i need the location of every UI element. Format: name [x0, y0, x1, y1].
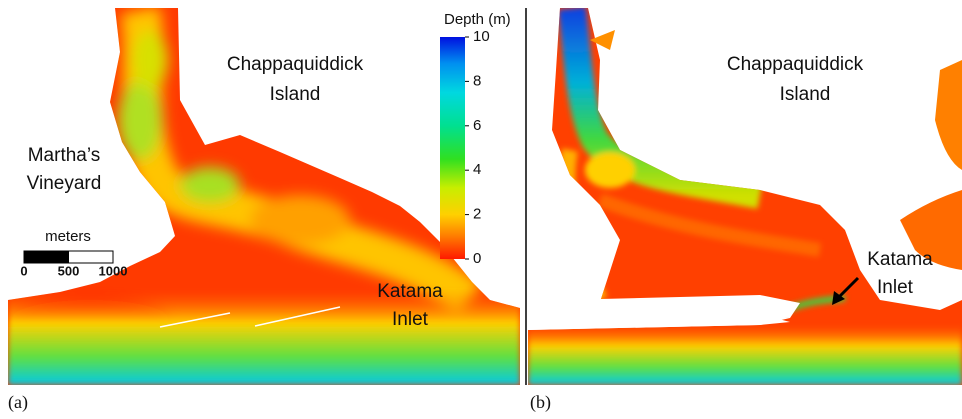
- shore: [560, 295, 800, 318]
- colorbar-tick-label: 10: [473, 28, 490, 45]
- colorbar-tick-label: 2: [473, 206, 481, 223]
- colorbar-tick-label: 4: [473, 161, 481, 178]
- colorbar-tick-label: 6: [473, 117, 481, 134]
- colorbar: [440, 37, 465, 259]
- colorbar-tick-label: 0: [473, 250, 481, 267]
- label: Vineyard: [27, 173, 102, 194]
- label: Katama: [377, 281, 443, 302]
- scale-title: meters: [45, 228, 91, 245]
- label: Island: [780, 84, 831, 105]
- scale-tick-label: 500: [58, 263, 80, 278]
- label: Martha’s: [28, 145, 101, 166]
- scale-tick-label: 0: [20, 263, 27, 278]
- label: Katama: [867, 249, 933, 270]
- figure: Chappaquiddick Island Martha’s Vineyard …: [0, 0, 962, 414]
- label: Chappaquiddick: [727, 54, 864, 75]
- panel-label: (a): [8, 392, 28, 413]
- scale-tick-label: 1000: [99, 263, 128, 278]
- label: Island: [270, 84, 321, 105]
- label: Chappaquiddick: [227, 54, 364, 75]
- panel-label: (b): [530, 392, 551, 413]
- label: Inlet: [877, 277, 914, 298]
- land-patch: [935, 60, 962, 170]
- colorbar-title: Depth (m): [444, 11, 511, 28]
- colorbar-tick-label: 8: [473, 72, 481, 89]
- label: Inlet: [392, 309, 429, 330]
- scale-segment: [24, 251, 69, 263]
